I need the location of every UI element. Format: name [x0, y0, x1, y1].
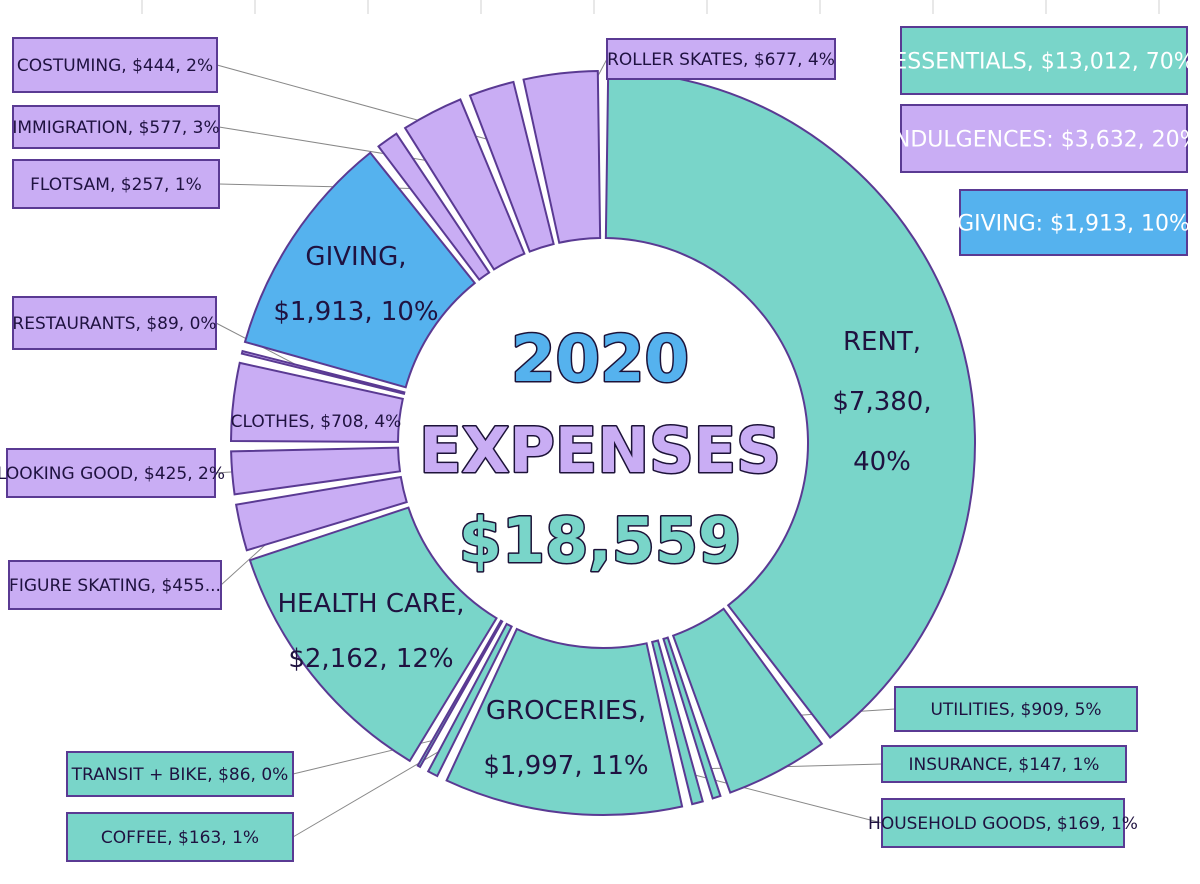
- slice-health-care: [248, 506, 498, 763]
- slice-label-groceries: GROCERIES, $1,997, 11%: [483, 696, 648, 781]
- callout-box-costuming: [12, 37, 218, 93]
- legend-box-indulgences-3: [900, 104, 1188, 173]
- callout-box-roller-skates: [606, 38, 836, 80]
- slice-label-line: $7,380,: [832, 387, 931, 417]
- callout-label-costuming: COSTUMING, $444, 2%: [17, 56, 213, 76]
- slice-giving: [243, 151, 477, 389]
- callout-label-insurance: INSURANCE, $147, 1%: [909, 755, 1100, 775]
- legend-box-essentials: [900, 26, 1188, 95]
- slice-label-line: $1,997, 11%: [483, 751, 648, 781]
- slice-insurance: [662, 636, 722, 800]
- slice-immigration: [403, 98, 526, 271]
- callout-label-figure-skating: FIGURE SKATING, $455...: [9, 576, 221, 596]
- callout-box-transit-bike: [66, 751, 294, 797]
- callout-label-looking-good: LOOKING GOOD, $425, 2%: [0, 464, 225, 484]
- legend-label-giving-1: GIVING: $1,913, 10%: [957, 212, 1190, 237]
- slice-label-line: $1,913, 10%: [273, 297, 438, 327]
- title-year: 2020: [511, 323, 689, 397]
- callout-box-figure-skating: [8, 560, 222, 610]
- slice-coffee: [426, 622, 513, 778]
- slice-restaurants: [240, 349, 406, 395]
- slice-label-clothes: CLOTHES, $708, 4%: [231, 412, 402, 432]
- callout-box-insurance: [881, 745, 1127, 783]
- callout-label-immigration: IMMIGRATION, $577, 3%: [12, 118, 219, 138]
- slice-looking-good: [230, 446, 402, 496]
- slice-label-line: RENT,: [843, 327, 921, 357]
- slice-clothes: [229, 361, 405, 443]
- callout-label-utilities: UTILITIES, $909, 5%: [930, 700, 1101, 720]
- title-expenses: EXPENSES: [419, 414, 781, 487]
- slice-label-giving: GIVING, $1,913, 10%: [273, 242, 438, 327]
- callout-label-flotsam: FLOTSAM, $257, 1%: [30, 175, 202, 195]
- slice-flotsam: [377, 132, 491, 281]
- callout-label-roller-skates: ROLLER SKATES, $677, 4%: [607, 50, 835, 70]
- legend: ESSENTIALS, $13,012, 70% INDULGENCES: $3,…: [887, 26, 1200, 256]
- slice-label-line: GIVING,: [305, 242, 406, 272]
- inner-slice-labels: RENT, $7,380, 40% GROCERIES, $1,997, 11% HEAL…: [231, 242, 932, 781]
- slice-label-rent: RENT, $7,380, 40%: [832, 327, 931, 477]
- callout-box-coffee: [66, 812, 294, 862]
- callout-box-restaurants: [12, 296, 217, 350]
- callout-box-flotsam: [12, 159, 220, 209]
- slice-label-line: $2,162, 12%: [288, 644, 453, 674]
- callout-box-immigration: [12, 105, 220, 149]
- title-total: $18,559: [459, 504, 741, 577]
- slice-costuming: [468, 80, 555, 253]
- slice-groceries: [445, 627, 684, 816]
- callout-labels: UTILITIES, $909, 5% INSURANCE, $147, 1% HO…: [0, 37, 1138, 862]
- callout-box-utilities: [894, 686, 1138, 732]
- legend-label-indulgences-3: INDULGENCES: $3,632, 20%: [887, 128, 1200, 153]
- slice-rent: [604, 70, 976, 739]
- slice-household-goods: [650, 639, 704, 806]
- slice-transit-bike: [416, 619, 504, 769]
- slice-label-line: 40%: [853, 447, 911, 477]
- callout-box-household-goods: [881, 798, 1125, 848]
- legend-label-essentials: ESSENTIALS, $13,012, 70%: [893, 50, 1194, 75]
- legend-box-giving-1: [959, 189, 1188, 256]
- slice-roller-skates: [522, 70, 602, 244]
- callout-label-restaurants: RESTAURANTS, $89, 0%: [12, 314, 216, 334]
- slice-label-health-care: HEALTH CARE, $2,162, 12%: [277, 589, 464, 674]
- slice-figure-skating: [234, 475, 408, 552]
- callout-label-coffee: COFFEE, $163, 1%: [101, 828, 259, 848]
- slice-label-line: GROCERIES,: [486, 696, 646, 726]
- slice-utilities: [671, 607, 824, 794]
- leader-line-immigration: [218, 126, 460, 167]
- callout-label-transit-bike: TRANSIT + BIKE, $86, 0%: [71, 765, 289, 785]
- background-gridlines: [141, 0, 1160, 14]
- slice-label-line: HEALTH CARE,: [277, 589, 464, 619]
- callout-label-household-goods: HOUSEHOLD GOODS, $169, 1%: [868, 814, 1138, 834]
- chart-title: 2020 EXPENSES $18,559: [418, 322, 783, 579]
- callout-box-looking-good: [6, 448, 216, 498]
- donut-slices: [229, 70, 976, 816]
- leader-line-household-goods: [689, 773, 883, 824]
